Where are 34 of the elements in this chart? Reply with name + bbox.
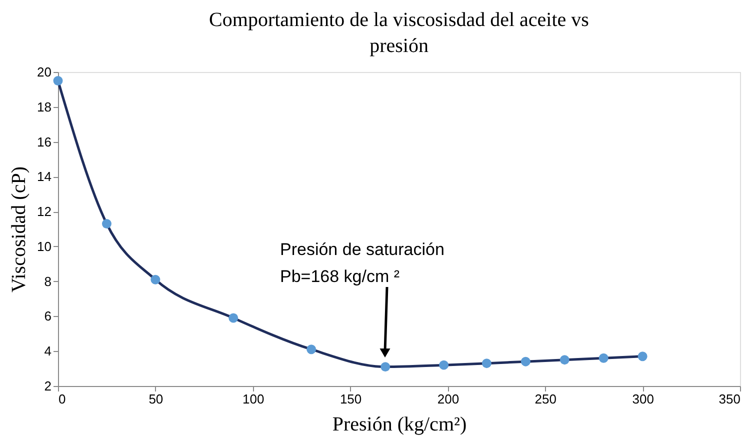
point [102, 219, 112, 228]
point [228, 313, 238, 323]
x-axis-title: Presión (kg/cm²) [332, 414, 467, 436]
y-tick-label: 16 [37, 134, 52, 150]
y-tick-label: 8 [44, 274, 52, 289]
y-axis-title: Viscosidad (cP) [8, 166, 30, 292]
point [380, 362, 390, 372]
point [638, 352, 648, 362]
y-tick-label: 10 [37, 238, 52, 254]
x-tick-label: 50 [148, 392, 164, 406]
point [560, 355, 570, 365]
chart-title: Comportamiento de la viscosisdad del aceite vs presión [209, 9, 590, 57]
x-tick-label: 250 [534, 392, 556, 406]
x-tick-label: 100 [242, 392, 264, 406]
y-tick-label: 2 [44, 378, 52, 394]
y-tick-label: 12 [37, 204, 52, 220]
point [150, 274, 160, 284]
point [598, 353, 608, 363]
y-tick-label: 4 [44, 344, 52, 359]
x-tick-label: 0 [58, 392, 66, 406]
point [520, 356, 530, 366]
point [439, 360, 449, 370]
annotation: Presión de saturación Pb=168 kg/cm ² [280, 240, 444, 286]
y-tick-label: 18 [37, 99, 52, 114]
x-tick-label: 200 [437, 392, 460, 406]
y-tick-label: 20 [37, 64, 52, 80]
y-tick-label: 6 [44, 308, 52, 324]
y-tick-label: 14 [37, 169, 52, 184]
point [306, 344, 316, 354]
x-tick-label: 150 [340, 392, 362, 406]
point [53, 76, 63, 86]
x-tick-label: 350 [718, 392, 740, 406]
point [482, 358, 492, 368]
x-tick-label: 300 [632, 392, 654, 406]
